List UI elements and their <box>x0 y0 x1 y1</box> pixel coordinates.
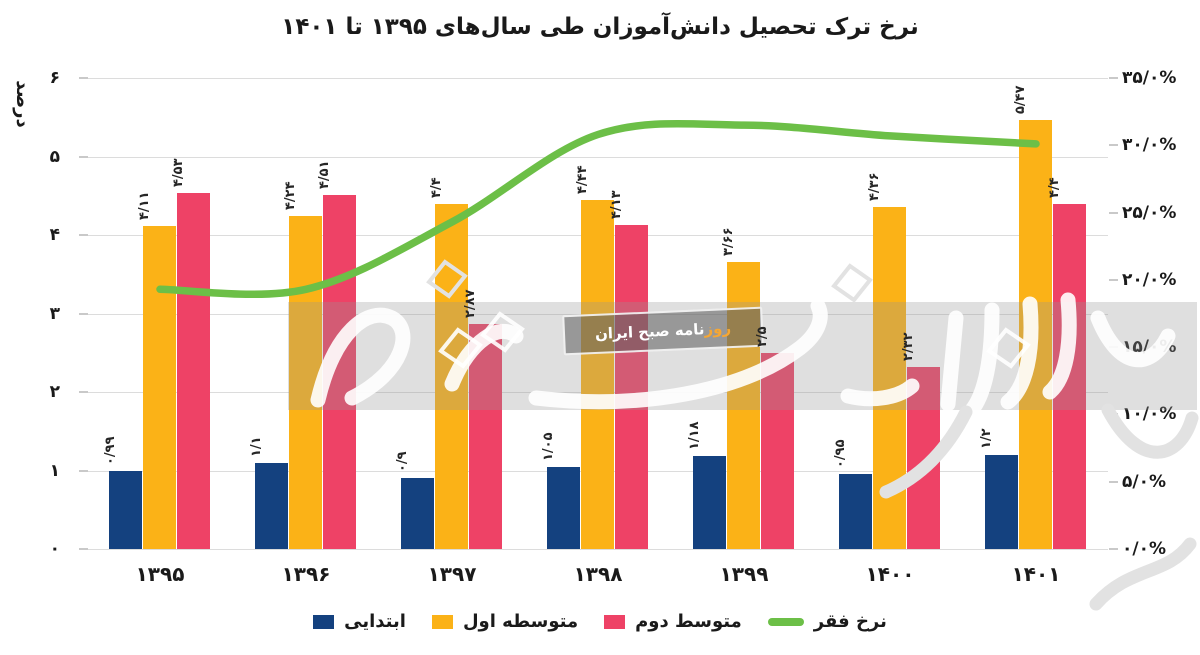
chart-title: نرخ ترک تحصیل دانش‌آموزان طی سال‌های ۱۳۹… <box>281 14 919 40</box>
bar-0-2 <box>401 478 434 549</box>
bar-0-5 <box>839 474 872 549</box>
legend-item-3: نرخ فقر <box>767 611 887 632</box>
right-axis-tick <box>1109 77 1118 79</box>
right-axis-tick-label: ۳۰/۰% <box>1122 135 1177 156</box>
left-axis-tick-label: ۴ <box>49 225 60 245</box>
bar-0-3 <box>547 466 580 549</box>
legend: ابتدایی متوسطه اول متوسط دوم نرخ فقر <box>0 611 1200 632</box>
right-axis-tick-label: ۲۰/۰% <box>1122 269 1177 290</box>
x-axis-label: ۱۳۹۷ <box>427 562 477 586</box>
bar-0-0 <box>109 471 142 549</box>
grid-line <box>88 78 1108 79</box>
bar-0-4 <box>693 456 726 549</box>
legend-label: نرخ فقر <box>813 611 887 632</box>
left-axis-tick-label: ۵ <box>49 146 60 167</box>
grid-line <box>88 549 1108 550</box>
x-axis-label: ۱۳۹۸ <box>573 562 623 586</box>
legend-item-0: ابتدایی <box>313 611 406 632</box>
left-axis-tick-label: ۶ <box>49 68 60 88</box>
legend-label: متوسطه اول <box>462 611 579 632</box>
left-axis-tick-label: ۰ <box>49 539 60 559</box>
left-axis-tick-label: ۲ <box>49 382 60 402</box>
left-axis-tick <box>79 548 88 550</box>
legend-label: متوسط دوم <box>635 611 742 632</box>
legend-square-swatch <box>604 614 626 629</box>
left-axis-tick-label: ۳ <box>49 303 60 324</box>
right-axis-tick-label: ۲۵/۰% <box>1122 202 1177 223</box>
right-axis-tick <box>1109 211 1118 214</box>
legend-line-swatch <box>767 617 804 626</box>
legend-square-swatch <box>313 614 335 629</box>
legend-label: ابتدایی <box>344 611 406 632</box>
x-axis-label: ۱۳۹۶ <box>281 562 331 586</box>
right-axis-tick <box>1109 480 1118 483</box>
x-axis-label: ۱۴۰۱ <box>1011 562 1061 586</box>
left-axis-tick <box>79 312 88 315</box>
legend-item-2: متوسط دوم <box>604 611 742 632</box>
left-axis-tick <box>79 234 88 236</box>
right-axis-tick <box>1109 144 1118 147</box>
legend-square-swatch <box>431 614 453 629</box>
right-axis-tick-label: ۵/۰% <box>1122 471 1166 492</box>
left-axis-tick-label: ۱ <box>49 460 60 481</box>
left-axis-tick <box>79 469 88 472</box>
bar-0-1 <box>255 462 288 549</box>
x-axis-label: ۱۳۹۹ <box>719 562 769 586</box>
x-axis-label: ۱۴۰۰ <box>865 562 915 586</box>
legend-item-1: متوسطه اول <box>431 611 579 632</box>
right-axis-tick-label: ۳۵/۰% <box>1122 68 1177 88</box>
left-axis-tick <box>79 77 88 79</box>
bar-0-6 <box>985 454 1018 549</box>
right-axis-tick <box>1109 278 1118 281</box>
x-axis-label: ۱۳۹۵ <box>135 562 185 586</box>
left-axis-tick <box>79 155 88 158</box>
left-axis-tick <box>79 391 88 393</box>
